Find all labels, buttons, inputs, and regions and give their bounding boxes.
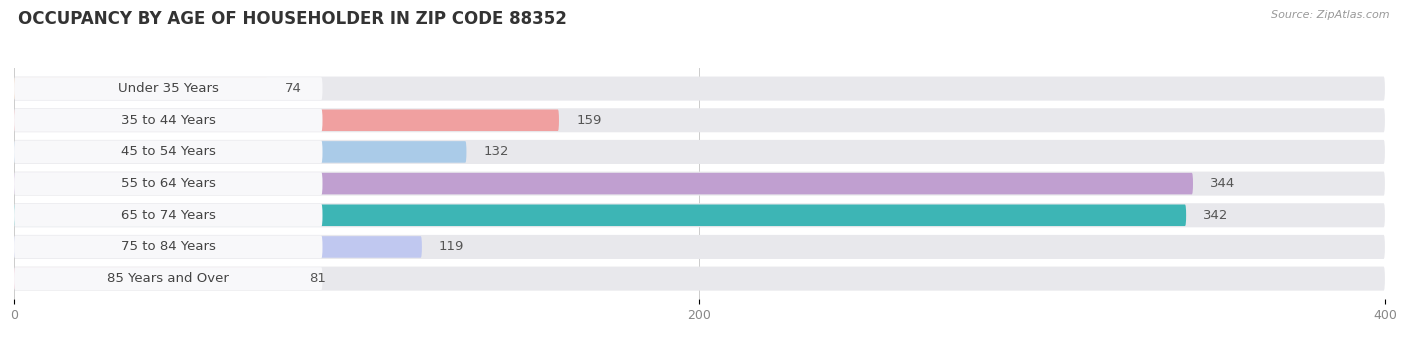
FancyBboxPatch shape [14,204,322,227]
Text: 119: 119 [439,240,464,253]
Text: OCCUPANCY BY AGE OF HOUSEHOLDER IN ZIP CODE 88352: OCCUPANCY BY AGE OF HOUSEHOLDER IN ZIP C… [18,10,567,28]
FancyBboxPatch shape [14,109,322,132]
FancyBboxPatch shape [14,77,322,100]
Text: 132: 132 [484,146,509,158]
FancyBboxPatch shape [14,108,1385,132]
FancyBboxPatch shape [14,235,1385,259]
Text: 342: 342 [1204,209,1229,222]
FancyBboxPatch shape [14,203,1385,227]
FancyBboxPatch shape [14,268,291,289]
FancyBboxPatch shape [14,109,560,131]
Text: 74: 74 [285,82,302,95]
FancyBboxPatch shape [14,173,1192,194]
FancyBboxPatch shape [14,172,1385,195]
Text: 85 Years and Over: 85 Years and Over [107,272,229,285]
Text: 35 to 44 Years: 35 to 44 Years [121,114,215,127]
Text: 344: 344 [1211,177,1236,190]
FancyBboxPatch shape [14,236,422,258]
FancyBboxPatch shape [14,267,322,290]
FancyBboxPatch shape [14,141,467,163]
FancyBboxPatch shape [14,76,1385,101]
Text: 55 to 64 Years: 55 to 64 Years [121,177,215,190]
Text: 65 to 74 Years: 65 to 74 Years [121,209,215,222]
Text: 45 to 54 Years: 45 to 54 Years [121,146,215,158]
FancyBboxPatch shape [14,140,322,163]
Text: 159: 159 [576,114,602,127]
Text: Under 35 Years: Under 35 Years [118,82,219,95]
FancyBboxPatch shape [14,236,322,258]
FancyBboxPatch shape [14,267,1385,291]
FancyBboxPatch shape [14,204,1187,226]
FancyBboxPatch shape [14,140,1385,164]
FancyBboxPatch shape [14,172,322,195]
FancyBboxPatch shape [14,78,267,99]
Text: Source: ZipAtlas.com: Source: ZipAtlas.com [1271,10,1389,20]
Text: 75 to 84 Years: 75 to 84 Years [121,240,215,253]
Text: 81: 81 [309,272,326,285]
